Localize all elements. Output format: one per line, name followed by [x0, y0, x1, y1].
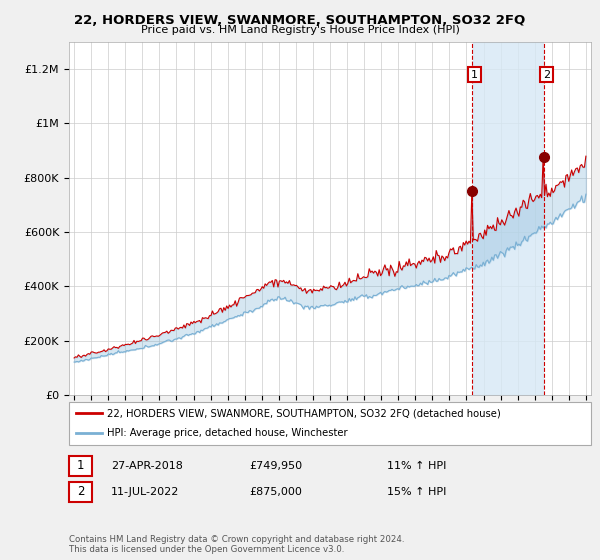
Text: £875,000: £875,000 — [249, 487, 302, 497]
Text: 11% ↑ HPI: 11% ↑ HPI — [387, 461, 446, 471]
Text: Price paid vs. HM Land Registry's House Price Index (HPI): Price paid vs. HM Land Registry's House … — [140, 25, 460, 35]
Text: Contains HM Land Registry data © Crown copyright and database right 2024.
This d: Contains HM Land Registry data © Crown c… — [69, 535, 404, 554]
Text: 2: 2 — [77, 485, 84, 498]
Text: HPI: Average price, detached house, Winchester: HPI: Average price, detached house, Winc… — [107, 428, 347, 438]
Text: 1: 1 — [471, 69, 478, 80]
Text: 11-JUL-2022: 11-JUL-2022 — [111, 487, 179, 497]
Text: 27-APR-2018: 27-APR-2018 — [111, 461, 183, 471]
Text: 22, HORDERS VIEW, SWANMORE, SOUTHAMPTON, SO32 2FQ: 22, HORDERS VIEW, SWANMORE, SOUTHAMPTON,… — [74, 14, 526, 27]
Text: 15% ↑ HPI: 15% ↑ HPI — [387, 487, 446, 497]
Text: 2: 2 — [543, 69, 550, 80]
Text: 1: 1 — [77, 459, 84, 473]
Text: 22, HORDERS VIEW, SWANMORE, SOUTHAMPTON, SO32 2FQ (detached house): 22, HORDERS VIEW, SWANMORE, SOUTHAMPTON,… — [107, 408, 500, 418]
Text: £749,950: £749,950 — [249, 461, 302, 471]
